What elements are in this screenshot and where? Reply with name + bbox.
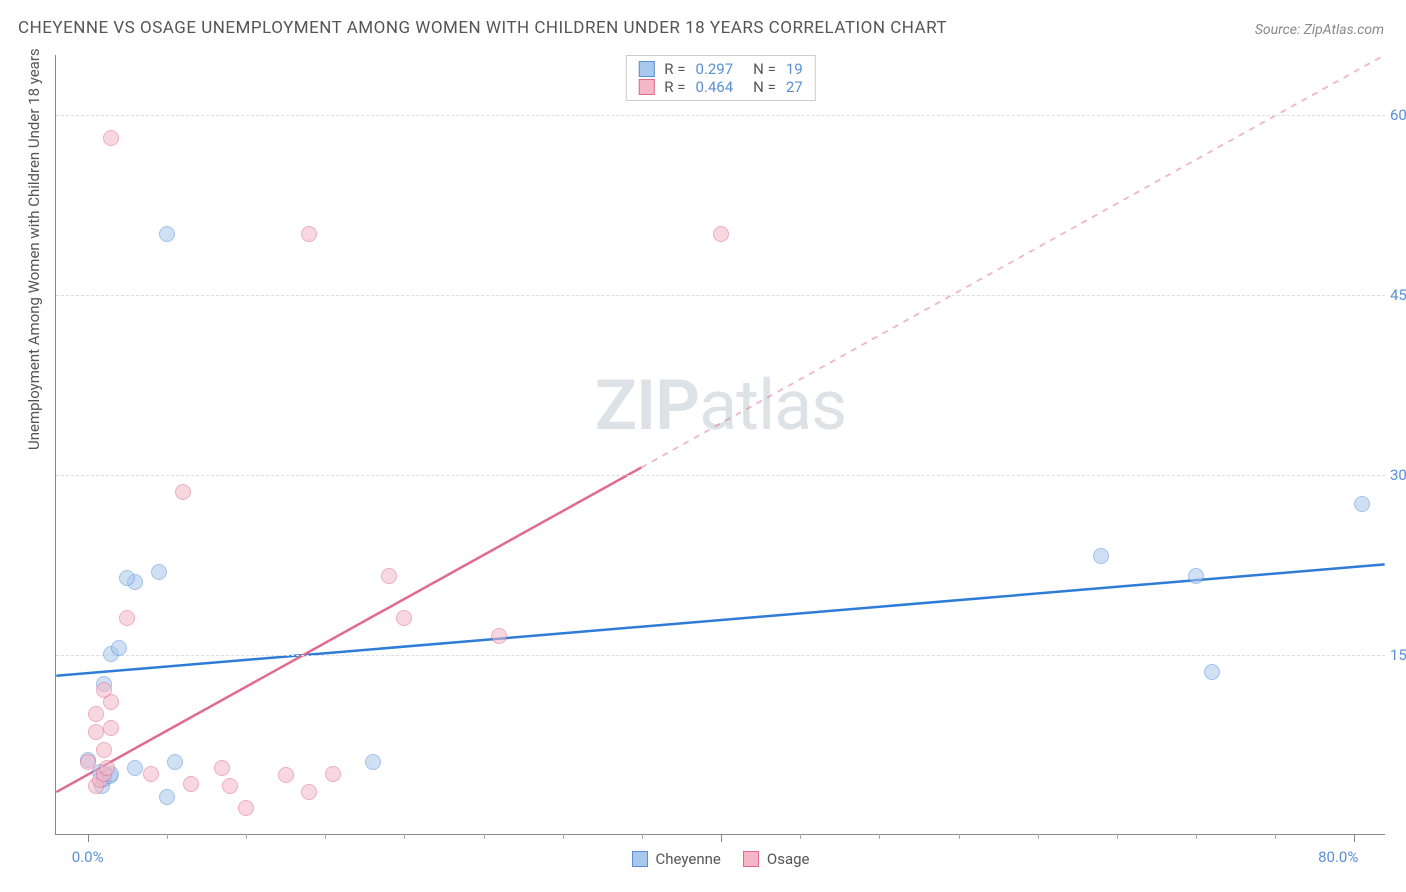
x-tick-minor [800, 834, 801, 839]
data-point-osage [301, 226, 317, 242]
data-point-cheyenne [1188, 568, 1204, 584]
trend-line-osage [56, 467, 641, 792]
x-tick-minor [563, 834, 564, 839]
x-tick-major [1354, 834, 1355, 842]
legend-series: Cheyenne Osage [632, 850, 810, 868]
legend-swatch [638, 79, 654, 95]
legend-r-label: R = [664, 78, 685, 96]
data-point-osage [99, 760, 115, 776]
data-point-cheyenne [111, 640, 127, 656]
data-point-cheyenne [1093, 548, 1109, 564]
data-point-osage [119, 610, 135, 626]
data-point-osage [183, 776, 199, 792]
gridline [56, 475, 1385, 476]
y-tick-label: 30.0% [1390, 466, 1406, 484]
x-tick-minor [484, 834, 485, 839]
watermark: ZIPatlas [595, 365, 847, 447]
data-point-osage [381, 568, 397, 584]
x-tick-major [88, 834, 89, 842]
data-point-osage [88, 706, 104, 722]
legend-r-label: R = [664, 60, 685, 78]
legend-swatch [743, 851, 759, 867]
x-tick-label-min: 0.0% [72, 848, 104, 866]
data-point-osage [278, 767, 294, 783]
x-tick-minor [1275, 834, 1276, 839]
data-point-osage [143, 766, 159, 782]
legend-series-label: Cheyenne [656, 850, 721, 868]
legend-r-value: 0.297 [695, 60, 733, 78]
data-point-cheyenne [119, 570, 135, 586]
trend-line-cheyenne [56, 564, 1384, 675]
y-tick-label: 60.0% [1390, 106, 1406, 124]
legend-correlation: R = 0.297 N = 19 R = 0.464 N = 27 [625, 55, 815, 101]
x-tick-label-max: 80.0% [1318, 848, 1358, 866]
data-point-osage [175, 484, 191, 500]
legend-swatch [632, 851, 648, 867]
x-tick-minor [1117, 834, 1118, 839]
data-point-osage [103, 130, 119, 146]
data-point-osage [103, 720, 119, 736]
x-tick-minor [404, 834, 405, 839]
x-tick-minor [1196, 834, 1197, 839]
chart-source: Source: ZipAtlas.com [1255, 22, 1384, 38]
gridline [56, 655, 1385, 656]
data-point-osage [80, 754, 96, 770]
y-tick-label: 45.0% [1390, 286, 1406, 304]
data-point-osage [222, 778, 238, 794]
data-point-osage [88, 724, 104, 740]
x-tick-minor [167, 834, 168, 839]
x-tick-minor [325, 834, 326, 839]
legend-n-value: 19 [786, 60, 803, 78]
x-tick-minor [959, 834, 960, 839]
legend-n-label: N = [753, 78, 776, 96]
trend-line-dashed-osage [641, 55, 1384, 467]
data-point-osage [396, 610, 412, 626]
legend-n-value: 27 [786, 78, 803, 96]
scatter-plot: ZIPatlas R =0.297N =19R =0.464N =27 Chey… [55, 55, 1385, 835]
data-point-cheyenne [127, 760, 143, 776]
y-axis-label: Unemployment Among Women with Children U… [25, 48, 43, 450]
data-point-osage [238, 800, 254, 816]
data-point-cheyenne [151, 564, 167, 580]
data-point-osage [713, 226, 729, 242]
data-point-osage [214, 760, 230, 776]
x-tick-minor [879, 834, 880, 839]
data-point-cheyenne [159, 226, 175, 242]
data-point-cheyenne [167, 754, 183, 770]
data-point-osage [491, 628, 507, 644]
data-point-cheyenne [1354, 496, 1370, 512]
chart-title: CHEYENNE VS OSAGE UNEMPLOYMENT AMONG WOM… [18, 18, 947, 38]
legend-correlation-row: R = 0.464 N = 27 [638, 78, 802, 96]
data-point-osage [96, 742, 112, 758]
y-tick-label: 15.0% [1390, 646, 1406, 664]
legend-series-item: Cheyenne [632, 850, 721, 868]
legend-n-label: N = [753, 60, 776, 78]
data-point-osage [325, 766, 341, 782]
data-point-cheyenne [365, 754, 381, 770]
x-tick-minor [1038, 834, 1039, 839]
legend-series-label: Osage [767, 850, 810, 868]
data-point-osage [301, 784, 317, 800]
trend-lines [56, 55, 1385, 834]
gridline [56, 295, 1385, 296]
legend-r-value: 0.464 [695, 78, 733, 96]
legend-series-item: Osage [743, 850, 810, 868]
x-tick-minor [246, 834, 247, 839]
data-point-osage [96, 682, 112, 698]
legend-correlation-row: R = 0.297 N = 19 [638, 60, 802, 78]
x-tick-major [721, 834, 722, 842]
data-point-cheyenne [159, 789, 175, 805]
x-tick-minor [642, 834, 643, 839]
legend-swatch [638, 61, 654, 77]
gridline [56, 115, 1385, 116]
data-point-cheyenne [1204, 664, 1220, 680]
